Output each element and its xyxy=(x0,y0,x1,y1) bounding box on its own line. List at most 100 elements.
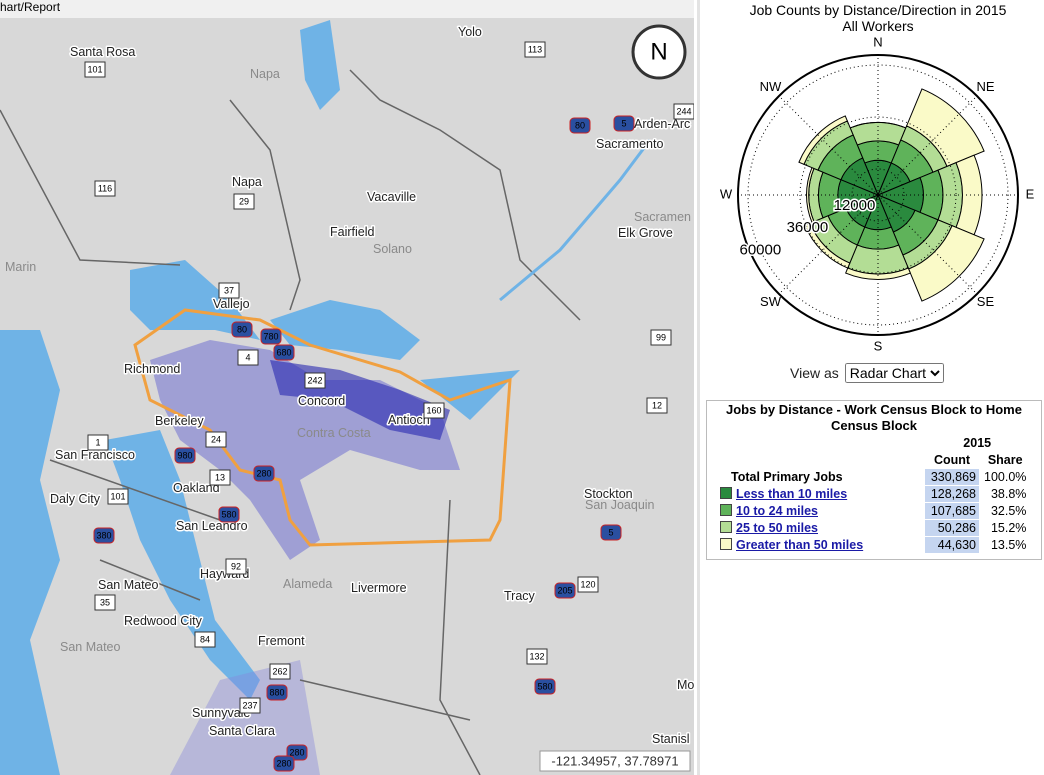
map-label: Antioch xyxy=(388,413,430,427)
radial-tick-label: 60000 xyxy=(740,241,782,258)
shield-number: 680 xyxy=(276,347,291,357)
chart-type-select[interactable]: Radar Chart xyxy=(844,363,944,383)
view-as: View as Radar Chart xyxy=(790,363,944,383)
shield xyxy=(231,321,253,338)
shield-number: 35 xyxy=(100,597,110,607)
map-label: Berkeley xyxy=(155,414,204,428)
shield-number: 101 xyxy=(87,64,102,74)
map[interactable]: hart/Report Santa Rosa Yolo Napa Napa Vacavi… xyxy=(0,0,694,775)
row-share: 15.2% xyxy=(990,521,1027,535)
map-label: Alameda xyxy=(283,577,332,591)
shield xyxy=(87,434,109,451)
row-link[interactable]: Less than 10 miles xyxy=(736,487,848,501)
radial-tick-label: 36000 xyxy=(787,219,829,236)
shield-number: 580 xyxy=(537,681,552,691)
map-label: Mo xyxy=(677,678,694,692)
shield-number: 132 xyxy=(529,651,544,661)
map-label: Fremont xyxy=(258,634,305,648)
grid-spoke xyxy=(877,194,978,295)
total-count: 330,869 xyxy=(925,469,979,485)
shield xyxy=(673,103,694,120)
map-label: Fairfield xyxy=(330,225,375,239)
map-label: Richmond xyxy=(124,362,180,376)
map-label: Sunnyvale xyxy=(192,706,250,720)
shield xyxy=(239,697,261,714)
map-label: Elk Grove xyxy=(618,226,673,240)
map-label: Napa xyxy=(250,67,280,81)
grid-circle xyxy=(851,168,905,222)
shield xyxy=(554,582,576,599)
column-header: Share xyxy=(987,453,1023,467)
row-link[interactable]: 10 to 24 miles xyxy=(736,504,818,518)
view-as-label: View as xyxy=(790,365,839,381)
wedge-segment xyxy=(905,88,985,168)
shield-number: 237 xyxy=(242,700,257,710)
table-row: 10 to 24 miles 107,685 32.5% xyxy=(717,503,1029,519)
shield-number: 116 xyxy=(98,183,112,193)
shield xyxy=(94,180,116,197)
shield-number: 80 xyxy=(237,324,247,334)
row-link[interactable]: 25 to 50 miles xyxy=(736,521,818,535)
row-share: 13.5% xyxy=(990,538,1027,552)
map-label: Sacramen xyxy=(634,210,691,224)
shield-number: 580 xyxy=(221,509,236,519)
shield xyxy=(253,465,275,482)
map-label: Stanisl xyxy=(652,732,690,746)
map-label: Concord xyxy=(298,394,345,408)
shield-number: 280 xyxy=(256,468,271,478)
table-row: 2015 xyxy=(717,435,1029,451)
legend-swatch xyxy=(720,487,732,499)
map-label: Contra Costa xyxy=(297,426,371,440)
wedge-segment xyxy=(804,222,851,269)
shield-number: 280 xyxy=(276,758,291,768)
shield xyxy=(93,527,115,544)
shield xyxy=(218,506,240,523)
row-label: Greater than 50 miles xyxy=(717,537,923,553)
radial-tick-label: 12000 xyxy=(834,197,876,214)
shield xyxy=(209,469,231,486)
total-label: Total Primary Jobs xyxy=(731,470,843,484)
shield-number: 37 xyxy=(224,285,234,295)
direction-label: N xyxy=(873,34,882,49)
shield-number: 113 xyxy=(528,44,542,54)
map-label: Santa Rosa xyxy=(70,45,135,59)
map-label: Livermore xyxy=(351,581,407,595)
map-label: Napa xyxy=(232,175,262,189)
shield xyxy=(577,576,599,593)
table-row: Greater than 50 miles 44,630 13.5% xyxy=(717,537,1029,553)
shield-number: 5 xyxy=(608,527,613,537)
toolbar-title: hart/Report xyxy=(0,0,61,14)
shield-number: 5 xyxy=(621,118,626,128)
map-label: Redwood City xyxy=(124,614,203,628)
map-label: Arden-Arc xyxy=(634,117,690,131)
direction-label: W xyxy=(720,186,733,201)
shield-number: 205 xyxy=(557,585,572,595)
row-count: 128,268 xyxy=(925,486,979,502)
row-link[interactable]: Greater than 50 miles xyxy=(736,538,864,552)
shield-number: 880 xyxy=(269,687,284,697)
shield-number: 262 xyxy=(272,666,287,676)
year-header: 2015 xyxy=(963,436,992,450)
shield xyxy=(534,678,556,695)
shield xyxy=(273,344,295,361)
coordinates: -121.34957, 37.78971 xyxy=(551,753,678,768)
shield xyxy=(423,402,445,419)
side-panel: Job Counts by Distance/Direction in 2015… xyxy=(697,0,1044,775)
table-row: Less than 10 miles 128,268 38.8% xyxy=(717,486,1029,502)
shield-number: 92 xyxy=(231,561,241,571)
column-header: Count xyxy=(933,453,971,467)
table-row: 25 to 50 miles 50,286 15.2% xyxy=(717,520,1029,536)
direction-label: SE xyxy=(977,294,995,309)
row-count: 107,685 xyxy=(925,503,979,519)
shield xyxy=(613,115,635,132)
direction-label: S xyxy=(874,338,883,353)
shield xyxy=(94,594,116,611)
shield xyxy=(600,524,622,541)
shield-number: 380 xyxy=(96,530,111,540)
shield xyxy=(194,631,216,648)
shield-number: 980 xyxy=(177,450,192,460)
table-title: Jobs by Distance - Work Census Block to … xyxy=(726,402,1022,433)
table-row: Total Primary Jobs 330,869 100.0% xyxy=(717,469,1029,485)
compass[interactable]: N xyxy=(650,38,667,65)
map-label: Marin xyxy=(5,260,36,274)
